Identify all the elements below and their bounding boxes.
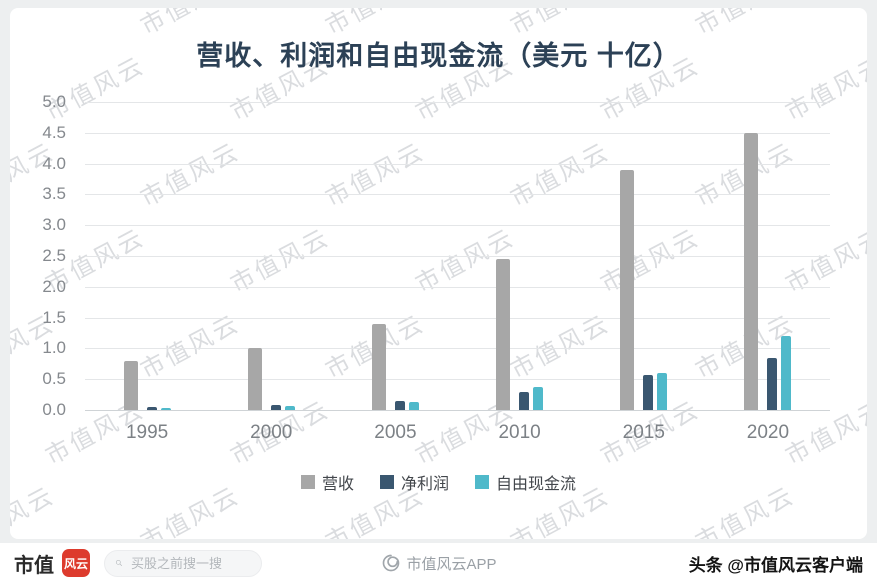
legend-item-净利润: 净利润 [379, 470, 449, 494]
x-axis-tick-label: 2015 [622, 422, 665, 443]
gridline [85, 410, 830, 411]
gridline [85, 163, 830, 165]
y-axis-tick-label: 1.5 [42, 307, 66, 327]
gridline [85, 256, 830, 257]
gridline [85, 286, 830, 288]
chart-title: 营收、利润和自由现金流（美元 十亿） [196, 41, 681, 71]
bar-净利润-2015 [643, 374, 654, 410]
bar-group-2015 [582, 102, 706, 410]
y-axis-tick-label: 3.0 [42, 215, 66, 235]
y-axis-tick-label: 0.0 [42, 400, 66, 419]
app-name: 市值风云APP [406, 555, 497, 573]
x-axis: 1995 2000 2005 2010 2015 2020 [85, 422, 830, 444]
bar-group-2020 [706, 102, 830, 410]
y-axis-tick-label: 2.5 [42, 246, 66, 265]
bar-groups [85, 102, 830, 410]
legend-label: 营收 [321, 476, 354, 493]
bar-自由现金流-2005 [408, 402, 419, 410]
x-axis-tick-label: 2005 [374, 422, 417, 443]
gridline [85, 225, 830, 227]
legend-swatch [300, 475, 315, 489]
legend-label: 净利润 [400, 476, 449, 493]
bar-营收-2000 [247, 348, 262, 410]
gridline [85, 102, 830, 103]
y-axis-tick-label: 0.5 [42, 369, 66, 389]
search-box[interactable] [104, 549, 262, 577]
brand-seal-logo: 风云 [62, 549, 90, 577]
bar-净利润-2005 [394, 400, 405, 410]
legend-label: 自由现金流 [496, 476, 577, 493]
bar-营收-2015 [620, 169, 635, 410]
y-axis-tick-label: 4.5 [42, 122, 66, 142]
bar-group-2010 [458, 102, 582, 410]
footer-credit: 头条 @市值风云客户端 [688, 555, 863, 575]
y-axis: 5.0 4.5 4.0 3.5 3.0 2.5 2.0 1.5 1.0 0.5 0.0 [10, 92, 76, 419]
bar-自由现金流-2010 [533, 386, 544, 410]
footer-bar: 市值 风云 市值风云APP 头条 @市值风云客户端 [0, 543, 877, 583]
bar-营收-2005 [371, 323, 386, 410]
x-axis-tick-label: 2020 [746, 422, 790, 443]
gridline [85, 379, 830, 381]
plot-area [85, 102, 830, 411]
y-axis-tick-label: 3.5 [42, 184, 66, 204]
y-axis-tick-label: 4.0 [42, 153, 66, 173]
chart-card: 市值风云 市值风云 市值风云 市值风云 市值风云 市值风云 市值风云 市值风云 市值风云 市值风云… [10, 8, 867, 539]
brand-name: 市值 [14, 554, 54, 577]
bar-group-2000 [209, 102, 333, 410]
y-axis-tick-label: 5.0 [42, 92, 66, 111]
bar-营收-2020 [744, 132, 759, 410]
legend-item-营收: 营收 [300, 470, 354, 494]
bar-营收-1995 [123, 360, 138, 410]
legend-swatch [379, 475, 394, 489]
bar-自由现金流-2020 [781, 336, 792, 410]
bar-营收-2010 [496, 259, 511, 410]
x-axis-tick-label: 2010 [498, 422, 541, 443]
bar-自由现金流-2000 [284, 406, 295, 410]
y-axis-tick-label: 1.0 [42, 338, 66, 358]
y-axis-tick-label: 2.0 [42, 276, 66, 296]
bar-自由现金流-2015 [657, 373, 668, 410]
bar-净利润-1995 [146, 406, 157, 410]
footer-app: 市值风云APP [380, 553, 497, 574]
gridline [85, 348, 830, 350]
gridline [85, 194, 830, 196]
gridline [85, 317, 830, 319]
bar-净利润-2020 [767, 357, 778, 410]
chart-legend: 营收 净利润 自由现金流 [10, 470, 867, 494]
legend-swatch [475, 475, 489, 489]
bar-净利润-2010 [519, 391, 530, 410]
footer-brand: 市值 风云 [14, 549, 262, 578]
search-icon [116, 560, 122, 566]
legend-item-自由现金流: 自由现金流 [475, 470, 576, 494]
gridline [85, 132, 830, 134]
bar-净利润-2000 [270, 405, 281, 410]
x-axis-tick-label: 2000 [250, 422, 293, 443]
bar-group-1995 [85, 102, 209, 410]
bar-group-2005 [333, 102, 457, 410]
x-axis-tick-label: 1995 [125, 422, 169, 443]
bar-自由现金流-1995 [160, 407, 171, 410]
search-input[interactable] [129, 554, 251, 572]
swirl-logo-icon [382, 554, 399, 572]
